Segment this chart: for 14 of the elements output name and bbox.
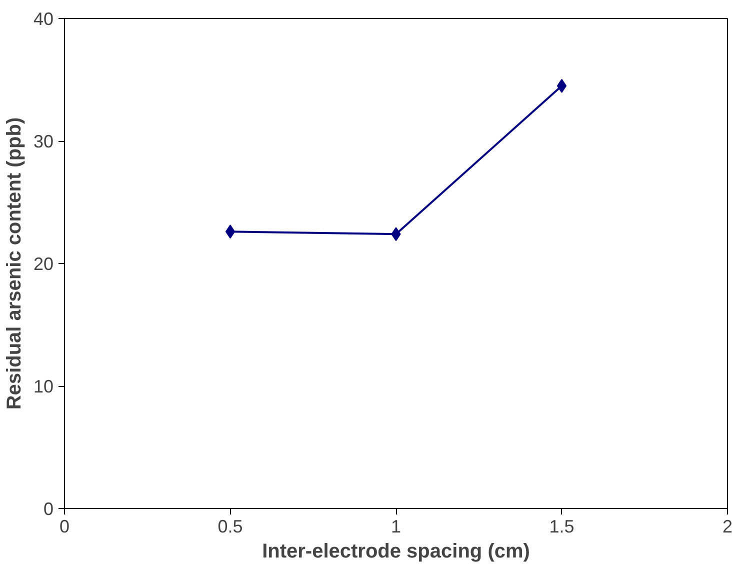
- x-tick-label: 2: [722, 516, 733, 536]
- y-axis-title: Residual arsenic content (ppb): [3, 117, 26, 410]
- y-tick-label: 40: [33, 9, 54, 29]
- x-tick-label: 0.5: [218, 516, 243, 536]
- x-axis-title: Inter-electrode spacing (cm): [262, 540, 530, 562]
- point: [225, 224, 236, 239]
- x-tick-label: 1: [390, 516, 402, 536]
- x-tick-label: 1.5: [549, 516, 574, 536]
- y-tick-label: 10: [33, 376, 54, 396]
- point: [556, 78, 567, 93]
- x-tick-label: 0: [59, 516, 70, 536]
- y-tick-label: 0: [43, 499, 54, 519]
- y-tick-label: 20: [33, 254, 54, 274]
- y-tick-label: 30: [33, 132, 54, 152]
